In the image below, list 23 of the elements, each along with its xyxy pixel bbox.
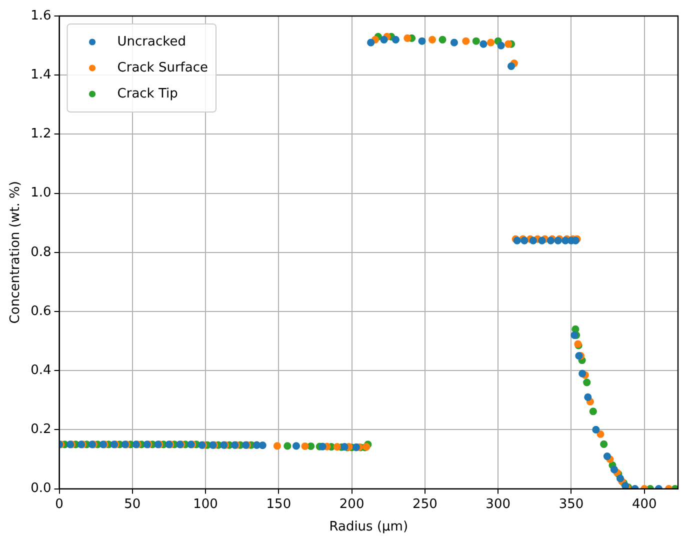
legend-label: Crack Surface bbox=[117, 60, 208, 76]
x-tick-label: 100 bbox=[193, 496, 218, 512]
x-tick-label: 200 bbox=[339, 496, 364, 512]
x-tick-label: 50 bbox=[124, 496, 141, 512]
y-tick-label: 0.0 bbox=[30, 481, 52, 496]
x-axis-title: Radius (μm) bbox=[329, 520, 408, 535]
y-tick-label: 1.0 bbox=[30, 186, 52, 201]
y-tick-label: 0.4 bbox=[30, 362, 52, 378]
x-tick-label: 150 bbox=[266, 496, 292, 512]
x-tick-label: 250 bbox=[412, 496, 438, 512]
x-tick-label: 0 bbox=[55, 496, 64, 512]
y-tick-label: 0.2 bbox=[30, 422, 52, 438]
y-tick-label: 1.6 bbox=[30, 8, 52, 24]
y-tick-label: 1.4 bbox=[30, 67, 52, 82]
x-tick-label: 300 bbox=[486, 496, 510, 512]
x-tick-label: 400 bbox=[632, 496, 657, 512]
legend-label: Crack Tip bbox=[117, 86, 178, 102]
y-axis-title: Concentration (wt. %) bbox=[8, 181, 24, 324]
legend-label: Uncracked bbox=[117, 34, 186, 50]
y-tick-label: 1.2 bbox=[30, 126, 52, 142]
y-tick-label: 0.6 bbox=[30, 304, 52, 319]
x-tick-label: 350 bbox=[558, 496, 584, 512]
y-tick-label: 0.8 bbox=[30, 244, 52, 260]
